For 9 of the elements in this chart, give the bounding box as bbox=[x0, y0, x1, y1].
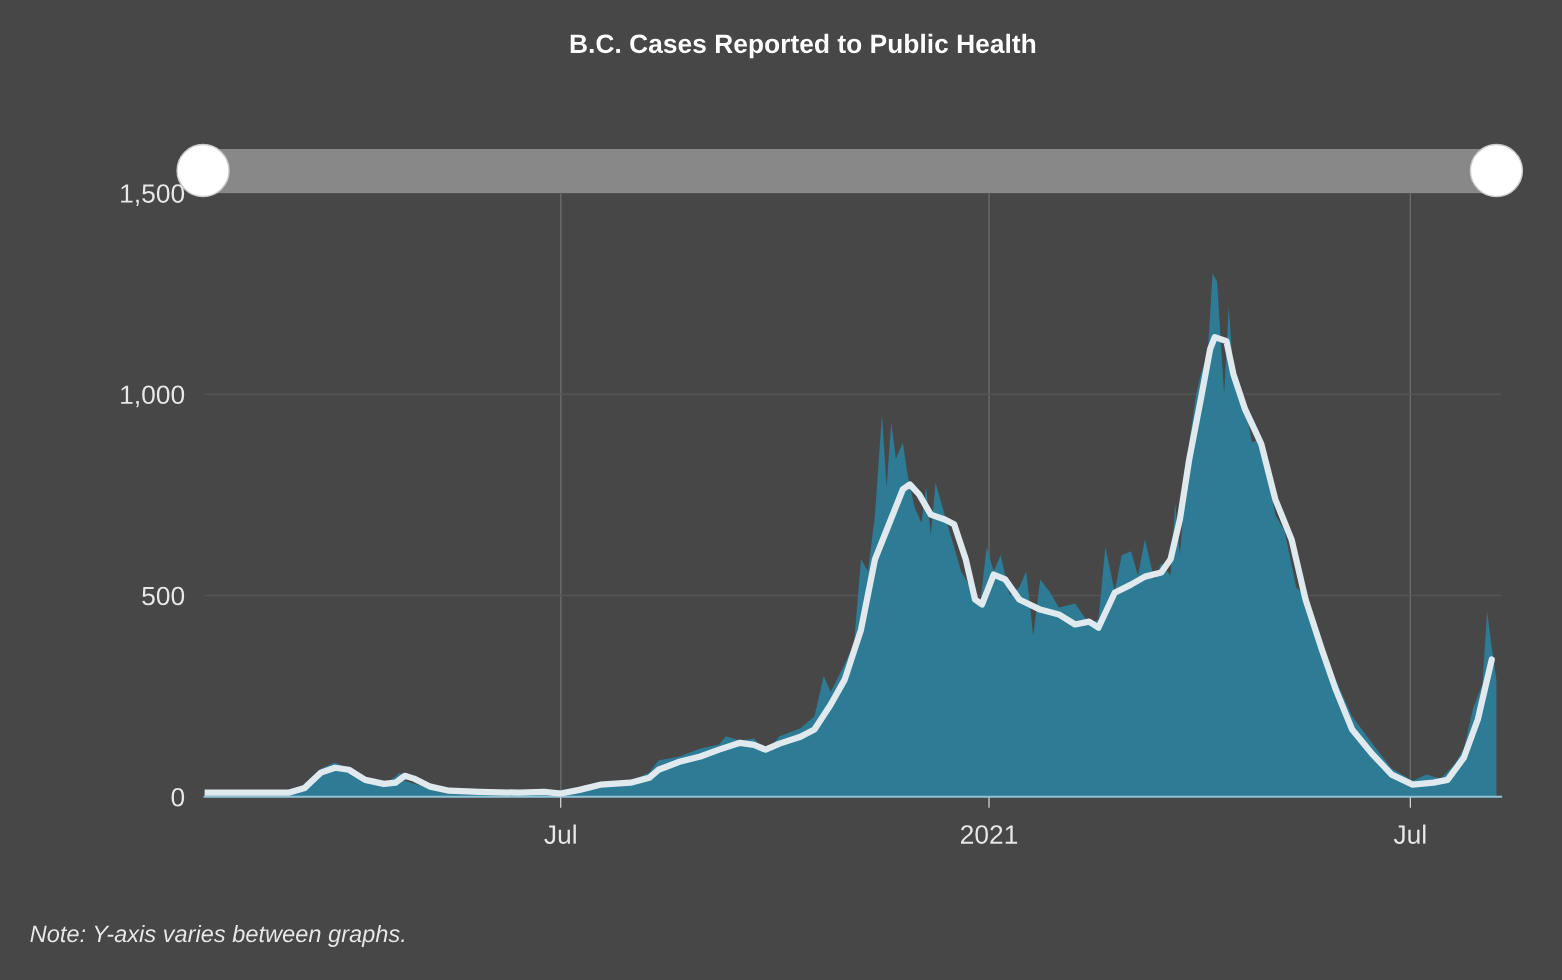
y-tick-label: 0 bbox=[171, 787, 185, 807]
y-tick-label: 1,500 bbox=[121, 184, 185, 206]
x-tick-label: Jul bbox=[1393, 824, 1426, 844]
y-tick-label: 1,000 bbox=[121, 385, 185, 408]
text: Note: Y-axis varies between graphs. bbox=[30, 924, 404, 947]
chart-title: B.C. Cases Reported to Public Health bbox=[570, 33, 1036, 59]
y-tick-label: 500 bbox=[142, 586, 185, 606]
x-tick-label: Jul bbox=[544, 824, 576, 844]
x-tick-label: 2021 bbox=[960, 825, 1018, 844]
